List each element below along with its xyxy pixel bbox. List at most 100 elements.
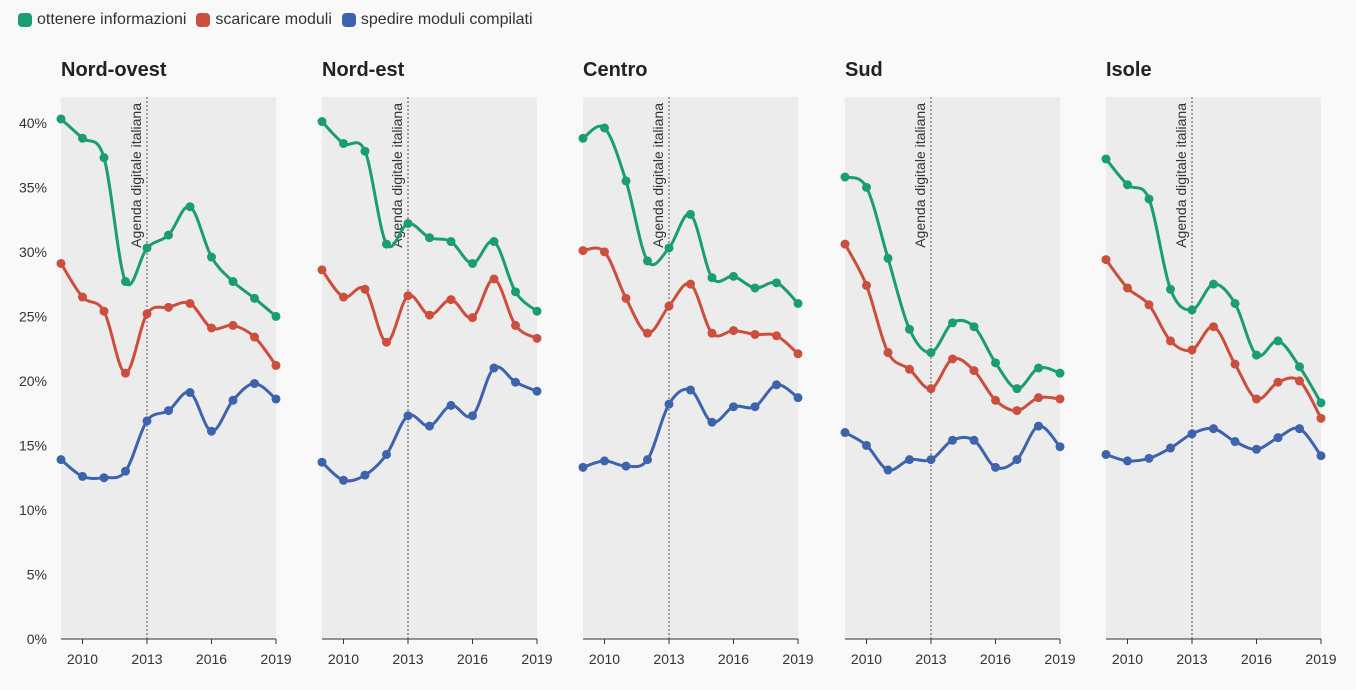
data-point (317, 117, 327, 127)
data-point (621, 176, 631, 186)
panel-title: Nord-ovest (61, 59, 167, 81)
x-tick-label: 2010 (328, 651, 359, 667)
data-point (250, 378, 259, 388)
x-tick-label: 2016 (196, 651, 227, 667)
data-point (883, 348, 893, 358)
data-point (382, 337, 391, 347)
data-point (969, 366, 979, 376)
y-tick-label: 5% (27, 566, 47, 582)
y-tick-label: 25% (19, 308, 47, 324)
data-point (926, 384, 936, 394)
data-point (926, 348, 936, 358)
data-point (1166, 336, 1175, 346)
data-point (772, 380, 781, 390)
data-point (207, 252, 216, 262)
panel-title: Sud (845, 59, 883, 81)
data-point (121, 368, 130, 378)
data-point (185, 388, 195, 398)
data-point (1295, 362, 1304, 372)
data-point (729, 402, 738, 412)
data-point (360, 146, 370, 156)
data-point (1252, 350, 1261, 360)
data-point (228, 395, 238, 405)
data-point (883, 465, 893, 475)
data-point (56, 455, 66, 465)
data-point (78, 133, 87, 143)
data-point (207, 323, 216, 333)
data-point (1316, 451, 1326, 461)
data-point (121, 466, 130, 476)
data-point (339, 475, 348, 485)
data-point (1209, 424, 1218, 434)
data-point (360, 284, 370, 294)
data-point (883, 253, 893, 263)
data-point (948, 318, 957, 328)
data-point (164, 406, 173, 416)
data-point (468, 313, 477, 323)
data-point (207, 426, 216, 436)
data-point (99, 473, 109, 483)
data-point (686, 385, 695, 395)
data-point (578, 246, 588, 256)
data-point (164, 230, 173, 240)
data-point (750, 283, 760, 293)
data-point (1187, 345, 1197, 355)
panel-background (583, 97, 798, 639)
annotation-label: Agenda digitale italiana (912, 103, 928, 248)
data-point (142, 243, 152, 253)
data-point (905, 364, 914, 374)
x-tick-label: 2016 (980, 651, 1011, 667)
data-point (1166, 284, 1175, 294)
data-point (1101, 255, 1111, 265)
data-point (905, 455, 914, 465)
data-point (664, 301, 674, 311)
data-point (707, 417, 717, 427)
x-tick-label: 2019 (1305, 651, 1336, 667)
data-point (1055, 368, 1065, 378)
panel-background (322, 97, 537, 639)
data-point (578, 462, 588, 472)
data-point (250, 293, 259, 303)
data-point (403, 291, 413, 301)
x-tick-label: 2013 (131, 651, 162, 667)
data-point (446, 295, 456, 305)
legend-item-ottenere-informazioni: ottenere informazioni (18, 11, 186, 29)
data-point (164, 302, 173, 312)
x-tick-label: 2010 (851, 651, 882, 667)
data-point (991, 358, 1000, 368)
data-point (360, 470, 370, 480)
data-point (382, 449, 391, 459)
data-point (250, 332, 259, 342)
legend-swatch (196, 13, 211, 27)
data-point (446, 400, 456, 410)
panel-background (1106, 97, 1321, 639)
y-tick-label: 15% (19, 437, 47, 453)
panel-nord-est: Nord-est 2010 2013 2016 2019 Agenda digitale … (317, 59, 553, 667)
data-point (78, 471, 87, 481)
data-point (532, 306, 542, 316)
data-point (511, 377, 520, 387)
data-point (317, 265, 327, 275)
data-point (489, 363, 499, 373)
data-point (991, 462, 1000, 472)
legend-label: spedire moduli compilati (360, 11, 533, 28)
data-point (793, 349, 803, 359)
x-tick-label: 2019 (260, 651, 291, 667)
x-tick-label: 2010 (1112, 651, 1143, 667)
data-point (1295, 424, 1304, 434)
data-point (1101, 154, 1111, 164)
data-point (142, 416, 152, 426)
data-point (1230, 298, 1240, 308)
data-point (948, 354, 957, 364)
data-point (228, 277, 238, 287)
data-point (1209, 279, 1218, 289)
data-point (185, 298, 195, 308)
data-point (1187, 305, 1197, 315)
data-point (1316, 398, 1326, 408)
x-tick-label: 2019 (782, 651, 813, 667)
data-point (664, 243, 674, 253)
data-point (1273, 433, 1283, 443)
data-point (185, 202, 195, 212)
data-point (729, 271, 738, 281)
